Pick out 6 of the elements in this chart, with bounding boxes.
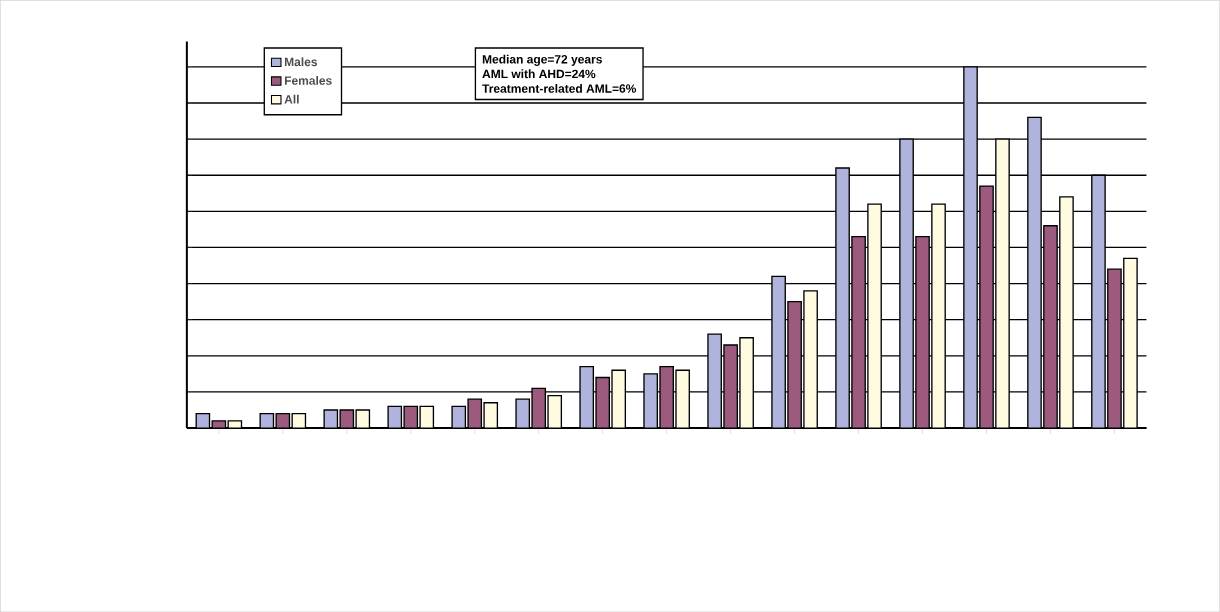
- legend-label: Females: [284, 75, 332, 85]
- legend-label: All: [284, 94, 299, 104]
- annotation: AML with AHD=24%: [482, 69, 596, 79]
- legend-label: Males: [284, 57, 318, 67]
- annotation: Treatment-related AML=6%: [482, 83, 637, 93]
- text: Median age=72 years: [482, 54, 602, 66]
